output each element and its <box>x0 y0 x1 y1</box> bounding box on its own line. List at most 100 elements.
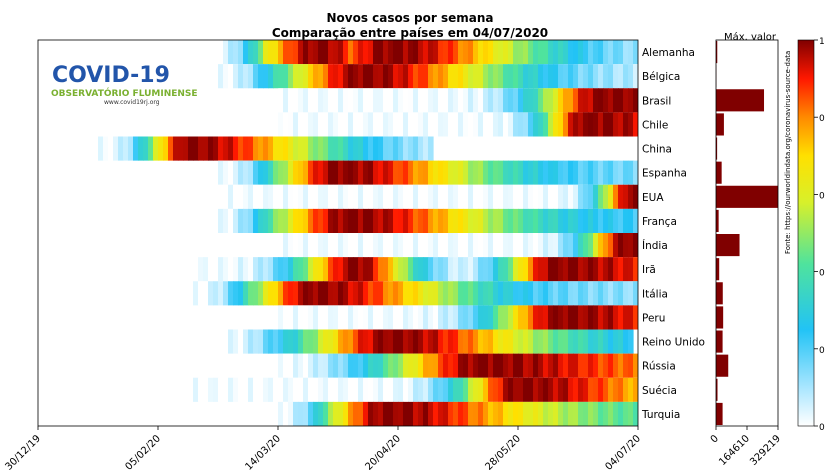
country-label: EUA <box>642 192 664 204</box>
heat-cell <box>243 64 249 89</box>
heat-cell <box>483 305 489 330</box>
heat-cell <box>223 184 229 209</box>
max-value-bar <box>716 89 765 112</box>
heat-cell <box>293 136 299 161</box>
heat-cell <box>298 88 304 113</box>
heat-cell <box>623 401 629 427</box>
heat-cell <box>318 233 324 258</box>
heat-cell <box>238 281 244 306</box>
heat-cell <box>338 257 344 282</box>
heat-cell <box>528 233 534 258</box>
heat-cell <box>453 305 459 330</box>
heat-cell <box>243 329 249 354</box>
heat-cell <box>388 160 394 185</box>
heat-cell <box>273 257 279 282</box>
heat-cell <box>223 257 229 282</box>
heat-cell <box>193 136 199 161</box>
heat-cell <box>498 233 504 258</box>
heat-cell <box>213 377 219 402</box>
heat-cell <box>238 40 244 65</box>
heat-cell <box>628 160 634 185</box>
heat-cell <box>388 64 394 89</box>
heat-cell <box>428 329 434 354</box>
heat-cell <box>258 377 264 402</box>
heat-cell <box>588 160 594 185</box>
bar-x-tick-label: 329219 <box>748 433 783 468</box>
heat-cell <box>373 305 379 330</box>
heat-cell <box>613 40 619 65</box>
heat-cell <box>508 305 514 330</box>
heat-cell <box>318 40 324 65</box>
heat-cell <box>308 257 314 282</box>
heat-cell <box>608 329 614 354</box>
heat-cell <box>618 257 624 282</box>
heat-cell <box>283 353 289 378</box>
heat-cell <box>583 377 589 402</box>
heat-cell <box>433 160 439 185</box>
heat-cell <box>223 281 229 306</box>
heat-cell <box>348 281 354 306</box>
heat-cell <box>413 184 419 209</box>
heat-cell <box>543 353 549 378</box>
heat-cell <box>383 401 389 427</box>
heat-cell <box>338 64 344 89</box>
heat-cell <box>333 88 339 113</box>
heat-cell <box>498 88 504 113</box>
heat-cell <box>543 233 549 258</box>
heat-cell <box>418 208 424 234</box>
heat-cell <box>538 281 544 306</box>
heat-cell <box>233 184 239 209</box>
heat-cell <box>568 257 574 282</box>
heat-cell <box>368 401 374 427</box>
heat-cell <box>538 88 544 113</box>
heat-cell <box>323 329 329 354</box>
heat-cell <box>493 40 499 65</box>
heat-cell <box>608 40 614 65</box>
heat-cell <box>568 329 574 354</box>
heat-cell <box>288 281 294 306</box>
chart-title: Novos casos por semana <box>326 11 493 25</box>
heat-cell <box>568 208 574 234</box>
heatmap-row <box>278 233 639 258</box>
heat-cell <box>313 88 319 113</box>
heat-cell <box>603 329 609 354</box>
heat-cell <box>513 40 519 65</box>
heat-cell <box>588 353 594 378</box>
heat-cell <box>513 184 519 209</box>
heat-cell <box>448 184 454 209</box>
heat-cell <box>473 88 479 113</box>
heat-cell <box>458 88 464 113</box>
heat-cell <box>633 88 639 113</box>
heat-cell <box>263 329 269 354</box>
heat-cell <box>588 64 594 89</box>
heat-cell <box>613 329 619 354</box>
heat-cell <box>458 257 464 282</box>
heat-cell <box>578 88 584 113</box>
heat-cell <box>403 401 409 427</box>
heat-cell <box>593 88 599 113</box>
heat-cell <box>373 353 379 378</box>
colorbar-tick-label: 0 <box>819 269 825 279</box>
heat-cell <box>303 401 309 427</box>
heat-cell <box>458 40 464 65</box>
heat-cell <box>628 88 634 113</box>
heat-cell <box>548 208 554 234</box>
heat-cell <box>633 257 639 282</box>
heat-cell <box>463 329 469 354</box>
heat-cell <box>143 136 149 161</box>
heat-cell <box>598 88 604 113</box>
heat-cell <box>248 257 254 282</box>
heat-cell <box>348 184 354 209</box>
heat-cell <box>448 281 454 306</box>
heat-cell <box>263 281 269 306</box>
heatmap-row <box>278 353 639 378</box>
heat-cell <box>603 401 609 427</box>
x-tick-label: 28/05/20 <box>483 433 523 470</box>
heat-cell <box>128 136 134 161</box>
heat-cell <box>538 64 544 89</box>
max-value-bar <box>716 234 740 257</box>
heat-cell <box>618 377 624 402</box>
heat-cell <box>268 377 274 402</box>
heat-cell <box>558 233 564 258</box>
heat-cell <box>583 64 589 89</box>
